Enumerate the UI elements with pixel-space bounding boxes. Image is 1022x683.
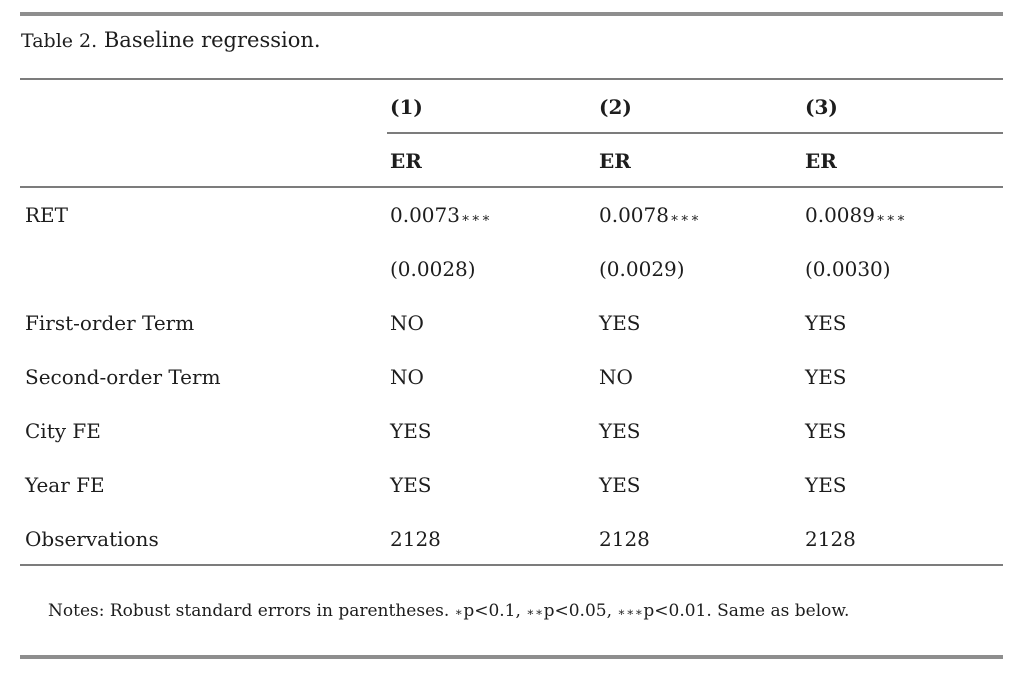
value-cell: YES bbox=[805, 310, 847, 335]
coefficient-value: 0.0089 bbox=[805, 202, 875, 227]
significance-stars: ∗∗ bbox=[526, 604, 544, 619]
coefficient-value: 0.0078 bbox=[599, 202, 669, 227]
value-cell: 2128 bbox=[599, 526, 650, 551]
top-rule bbox=[20, 12, 1003, 16]
regression-table: (1) (2) (3) ER ER ER RET 0.0073∗∗∗ 0.007… bbox=[20, 80, 1003, 566]
column-header-1: (1) bbox=[390, 94, 423, 119]
value-cell: YES bbox=[805, 364, 847, 389]
value-cell: NO bbox=[390, 310, 424, 335]
notes-text: p<0.05, bbox=[543, 600, 618, 621]
bottom-rule bbox=[20, 654, 1003, 659]
significance-stars: ∗∗∗ bbox=[669, 209, 701, 226]
table-bottom-rule bbox=[20, 564, 1003, 566]
row-label: Observations bbox=[25, 526, 159, 551]
coefficient-cell: 0.0078∗∗∗ bbox=[599, 203, 805, 227]
table-caption: Baseline regression. bbox=[103, 28, 321, 52]
value-cell: YES bbox=[599, 472, 641, 497]
column-header-3: (3) bbox=[805, 94, 838, 119]
value-cell: YES bbox=[390, 472, 432, 497]
column-header-2: (2) bbox=[599, 94, 632, 119]
value-cell: YES bbox=[390, 418, 432, 443]
table-notes: Notes: Robust standard errors in parenth… bbox=[48, 600, 1003, 623]
column-header-row: (1) (2) (3) bbox=[20, 80, 1003, 134]
coefficient-cell: 0.0089∗∗∗ bbox=[805, 203, 1003, 227]
value-cell: 2128 bbox=[390, 526, 441, 551]
stderr-cell: (0.0028) bbox=[390, 256, 476, 281]
notes-text: p<0.1, bbox=[463, 600, 527, 621]
value-cell: YES bbox=[599, 418, 641, 443]
table-row-ret-stderr: (0.0028) (0.0029) (0.0030) bbox=[20, 242, 1003, 296]
table-row-first-order-term: First-order Term NO YES YES bbox=[20, 296, 1003, 350]
table-row-city-fe: City FE YES YES YES bbox=[20, 404, 1003, 458]
value-cell: 2128 bbox=[805, 526, 856, 551]
header-bottom-rule bbox=[20, 186, 1003, 188]
significance-stars: ∗ bbox=[454, 604, 464, 619]
table-title: Table 2. Baseline regression. bbox=[21, 27, 1003, 54]
significance-stars: ∗∗∗ bbox=[460, 209, 492, 226]
significance-stars: ∗∗∗ bbox=[617, 604, 644, 619]
regression-table-card: Table 2. Baseline regression. (1) (2) (3… bbox=[20, 12, 1003, 659]
coefficient-value: 0.0073 bbox=[390, 202, 460, 227]
value-cell: YES bbox=[805, 472, 847, 497]
depvar-header-2: ER bbox=[599, 148, 631, 173]
stderr-cell: (0.0029) bbox=[599, 256, 685, 281]
coefficient-cell: 0.0073∗∗∗ bbox=[390, 203, 599, 227]
significance-stars: ∗∗∗ bbox=[875, 209, 907, 226]
row-label: RET bbox=[25, 202, 68, 227]
value-cell: NO bbox=[599, 364, 633, 389]
table-number: Table 2. bbox=[21, 30, 98, 52]
stderr-cell: (0.0030) bbox=[805, 256, 891, 281]
value-cell: YES bbox=[599, 310, 641, 335]
header-subrule bbox=[387, 132, 1003, 134]
value-cell: YES bbox=[805, 418, 847, 443]
table-row-second-order-term: Second-order Term NO NO YES bbox=[20, 350, 1003, 404]
value-cell: NO bbox=[390, 364, 424, 389]
row-label: Year FE bbox=[25, 472, 105, 497]
header-top-rule bbox=[20, 78, 1003, 80]
notes-text: p<0.01. Same as below. bbox=[643, 600, 850, 621]
notes-text: Notes: Robust standard errors in parenth… bbox=[48, 600, 455, 621]
row-label: City FE bbox=[25, 418, 101, 443]
row-label: First-order Term bbox=[25, 310, 195, 335]
table-row-year-fe: Year FE YES YES YES bbox=[20, 458, 1003, 512]
table-row-ret-coefficient: RET 0.0073∗∗∗ 0.0078∗∗∗ 0.0089∗∗∗ bbox=[20, 188, 1003, 242]
row-label: Second-order Term bbox=[25, 364, 221, 389]
depvar-header-3: ER bbox=[805, 148, 837, 173]
table-row-observations: Observations 2128 2128 2128 bbox=[20, 512, 1003, 566]
depvar-header-1: ER bbox=[390, 148, 422, 173]
depvar-header-row: ER ER ER bbox=[20, 134, 1003, 188]
